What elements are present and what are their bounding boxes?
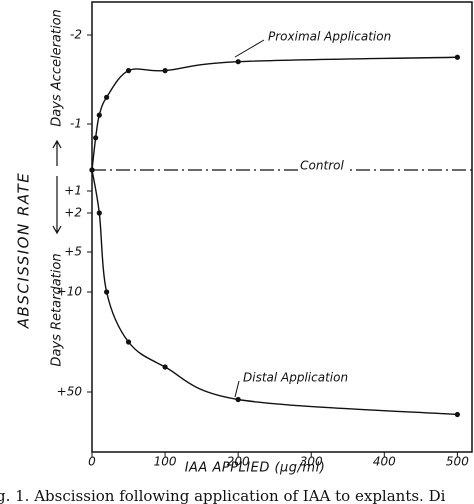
data-point	[104, 289, 110, 295]
caption: g. 1. Abscission following application o…	[0, 487, 446, 504]
x-tick-label: 0	[88, 455, 96, 469]
data-point	[162, 364, 168, 370]
y-tick-label: -2	[70, 28, 82, 42]
control-label-bg	[300, 160, 350, 178]
data-point	[96, 112, 102, 118]
x-tick-label: 500	[446, 455, 469, 469]
x-tick-label: 200	[227, 455, 250, 469]
series-line	[91, 169, 458, 416]
data-point	[454, 54, 460, 60]
plot-frame	[91, 1, 473, 453]
data-point	[162, 68, 168, 74]
label-leader	[234, 380, 240, 398]
x-tick-label: 300	[300, 455, 323, 469]
y-tick-label: +5	[64, 245, 82, 259]
down-arrow	[52, 176, 62, 235]
series-line	[91, 56, 458, 171]
series-label: Proximal Application	[268, 30, 391, 44]
y-tick-label: +1	[64, 184, 82, 198]
control-label: Control	[300, 159, 344, 173]
data-point	[89, 167, 95, 173]
y-axis-lower-label: Days Retardation	[50, 253, 65, 366]
y-tick-label: +10	[57, 285, 83, 299]
y-axis-upper-label: Days Acceleration	[50, 9, 65, 127]
x-axis-label: IAA APPLIED (μg/ml)	[185, 461, 326, 476]
data-point	[235, 59, 241, 65]
label-leader	[234, 39, 265, 58]
data-point	[93, 135, 99, 141]
data-point	[235, 396, 241, 403]
series-label: Distal Application	[243, 371, 348, 385]
x-tick-label: 400	[373, 455, 396, 469]
y-tick-label: +50	[57, 385, 83, 399]
y-axis-label: ABSCISSION RATE	[15, 172, 33, 329]
y-tick-label: -1	[70, 117, 82, 131]
y-tick-label: +2	[64, 206, 82, 220]
data-point	[454, 411, 460, 418]
x-tick-label: 100	[154, 455, 177, 469]
data-point	[125, 68, 132, 74]
data-point	[104, 94, 110, 100]
data-point	[96, 210, 102, 216]
data-point	[125, 339, 132, 345]
up-arrow	[52, 139, 62, 166]
